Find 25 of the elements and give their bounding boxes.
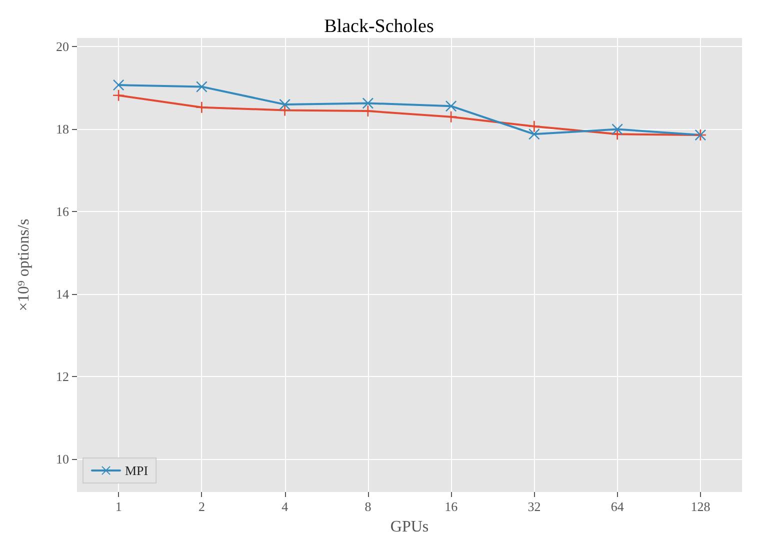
x-tick-label: 128: [690, 499, 710, 514]
y-axis-title: ×10⁹ options/s: [16, 218, 32, 312]
y-tick-label: 14: [56, 286, 70, 302]
y-tick-label: 10: [56, 451, 69, 466]
point: [362, 98, 374, 109]
legend-label: MPI: [125, 463, 148, 478]
point: [528, 120, 540, 132]
point: [446, 100, 457, 112]
y-tick-label: 18: [56, 121, 69, 136]
x-tick-label: 2: [198, 499, 205, 514]
y-tick-label: 20: [56, 38, 69, 54]
chart-title: Black-Scholes: [324, 16, 434, 37]
point: [196, 102, 208, 113]
point: [279, 98, 290, 110]
x-tick-label: 1: [115, 499, 122, 514]
x-tick-label: 64: [610, 499, 624, 514]
y-tick-label: 12: [56, 368, 69, 384]
x-tick-label: 16: [444, 499, 458, 514]
point: [528, 128, 540, 140]
point: [113, 90, 124, 101]
x-axis-title: GPUs: [390, 518, 429, 536]
x-tick-label: 4: [282, 499, 289, 514]
x-tick-label: 32: [528, 499, 541, 514]
y-tick-label: 16: [56, 204, 70, 219]
x-tick-label: 8: [364, 499, 372, 514]
